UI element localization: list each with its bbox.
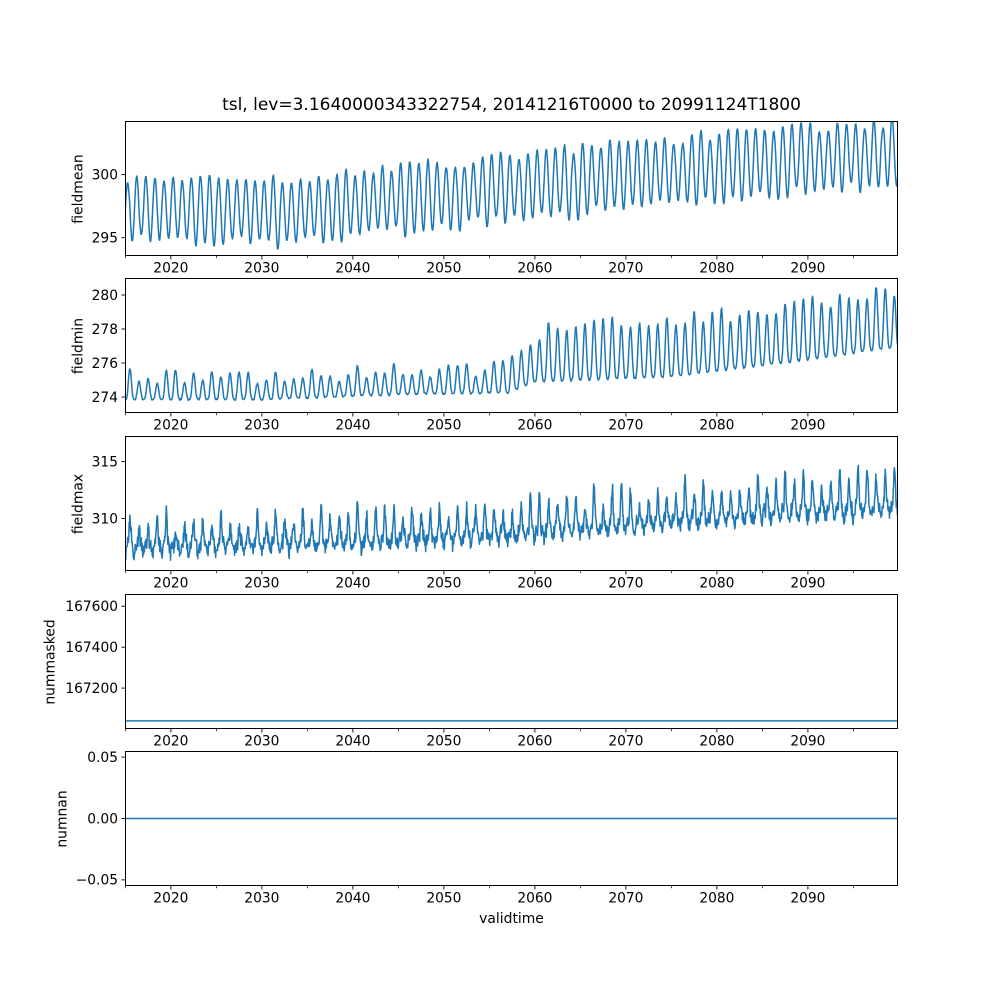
y-tick-label: 280 bbox=[92, 288, 118, 304]
x-tick-label: 2070 bbox=[608, 734, 643, 750]
plot-area-nummasked: 2020 2030 2040 2050 2060 2070 2080 2090 167200 16… bbox=[65, 594, 898, 750]
y-tick-label: 295 bbox=[92, 231, 118, 247]
x-tick-label: 2030 bbox=[244, 576, 279, 592]
y-tick-label: −0.05 bbox=[76, 873, 118, 889]
x-tick-label: 2050 bbox=[426, 576, 461, 592]
y-tick-label: 278 bbox=[92, 322, 118, 338]
x-tick-label: 2060 bbox=[517, 418, 552, 434]
y-tick-label: 167400 bbox=[65, 640, 118, 656]
x-tick-label: 2040 bbox=[335, 418, 370, 434]
x-tick-label: 2020 bbox=[153, 576, 188, 592]
subplot-numnan: numnan 2020 2030 2040 2050 2060 2070 2080 2090 −… bbox=[54, 750, 898, 907]
axes-frame bbox=[125, 121, 898, 256]
y-axis-label-nummasked: nummasked bbox=[42, 618, 58, 705]
y-tick-label: 274 bbox=[92, 390, 118, 406]
subplot-nummasked: nummasked 2020 2030 2040 2050 2060 2070 2080 20… bbox=[42, 594, 898, 750]
x-tick-label: 2070 bbox=[608, 418, 643, 434]
x-tick-label: 2090 bbox=[790, 891, 825, 907]
x-tick-label: 2090 bbox=[790, 734, 825, 750]
x-tick-label: 2060 bbox=[517, 576, 552, 592]
x-tick-label: 2090 bbox=[790, 261, 825, 277]
x-tick-label: 2030 bbox=[244, 891, 279, 907]
y-tick-label: 0.05 bbox=[87, 750, 118, 766]
y-tick-label: 300 bbox=[92, 167, 118, 183]
x-tick-label: 2060 bbox=[517, 734, 552, 750]
subplot-fieldmean: fieldmean 2020 2030 2040 2050 2060 2070 2080 20… bbox=[70, 121, 898, 277]
x-tick-label: 2080 bbox=[699, 418, 734, 434]
x-tick-label: 2090 bbox=[790, 418, 825, 434]
plot-area-numnan: 2020 2030 2040 2050 2060 2070 2080 2090 −0.05 0.0… bbox=[76, 750, 898, 907]
axes-frame bbox=[125, 751, 898, 886]
x-tick-label: 2090 bbox=[790, 576, 825, 592]
y-tick-label: 0.00 bbox=[87, 811, 118, 827]
x-tick-label: 2070 bbox=[608, 261, 643, 277]
x-axis-label: validtime bbox=[479, 911, 544, 927]
x-tick-label: 2030 bbox=[244, 261, 279, 277]
x-tick-label: 2050 bbox=[426, 261, 461, 277]
series-line-fieldmean bbox=[125, 121, 898, 250]
axes-frame bbox=[125, 594, 898, 729]
figure-title: tsl, lev=3.1640000343322754, 20141216T00… bbox=[222, 95, 801, 115]
y-tick-label: 167200 bbox=[65, 681, 118, 697]
series-line-fieldmax bbox=[125, 464, 898, 562]
y-axis-label-fieldmax: fieldmax bbox=[70, 473, 86, 534]
x-tick-label: 2080 bbox=[699, 891, 734, 907]
x-tick-label: 2080 bbox=[699, 261, 734, 277]
x-tick-label: 2070 bbox=[608, 891, 643, 907]
x-tick-label: 2050 bbox=[426, 891, 461, 907]
x-tick-label: 2020 bbox=[153, 418, 188, 434]
y-axis-label-numnan: numnan bbox=[54, 789, 70, 848]
plot-area-fieldmin: 2020 2030 2040 2050 2060 2070 2080 2090 274 276 27… bbox=[92, 278, 898, 434]
plot-area-fieldmean: 2020 2030 2040 2050 2060 2070 2080 2090 295 300 bbox=[92, 121, 898, 277]
x-tick-label: 2030 bbox=[244, 734, 279, 750]
x-tick-label: 2020 bbox=[153, 891, 188, 907]
x-tick-label: 2080 bbox=[699, 734, 734, 750]
series-line-fieldmin bbox=[125, 287, 898, 402]
axes-frame bbox=[125, 278, 898, 413]
y-axis-label-fieldmin: fieldmin bbox=[70, 317, 86, 374]
x-tick-label: 2020 bbox=[153, 261, 188, 277]
y-tick-label: 276 bbox=[92, 356, 118, 372]
x-tick-label: 2050 bbox=[426, 418, 461, 434]
x-tick-label: 2020 bbox=[153, 734, 188, 750]
x-tick-label: 2050 bbox=[426, 734, 461, 750]
subplot-fieldmax: fieldmax 2020 2030 2040 2050 2060 2070 2080 209… bbox=[70, 436, 898, 592]
plot-area-fieldmax: 2020 2030 2040 2050 2060 2070 2080 2090 310 315 bbox=[92, 436, 898, 592]
x-tick-label: 2060 bbox=[517, 261, 552, 277]
x-tick-label: 2030 bbox=[244, 418, 279, 434]
x-tick-label: 2040 bbox=[335, 576, 370, 592]
y-tick-label: 167600 bbox=[65, 599, 118, 615]
x-tick-label: 2040 bbox=[335, 891, 370, 907]
y-tick-label: 315 bbox=[92, 454, 118, 470]
axes-frame bbox=[125, 436, 898, 571]
x-tick-label: 2040 bbox=[335, 261, 370, 277]
x-tick-label: 2070 bbox=[608, 576, 643, 592]
x-tick-label: 2060 bbox=[517, 891, 552, 907]
subplot-fieldmin: fieldmin 2020 2030 2040 2050 2060 2070 2080 209… bbox=[70, 278, 898, 434]
x-tick-label: 2040 bbox=[335, 734, 370, 750]
y-tick-label: 310 bbox=[92, 511, 118, 527]
y-axis-label-fieldmean: fieldmean bbox=[70, 153, 86, 224]
x-tick-label: 2080 bbox=[699, 576, 734, 592]
